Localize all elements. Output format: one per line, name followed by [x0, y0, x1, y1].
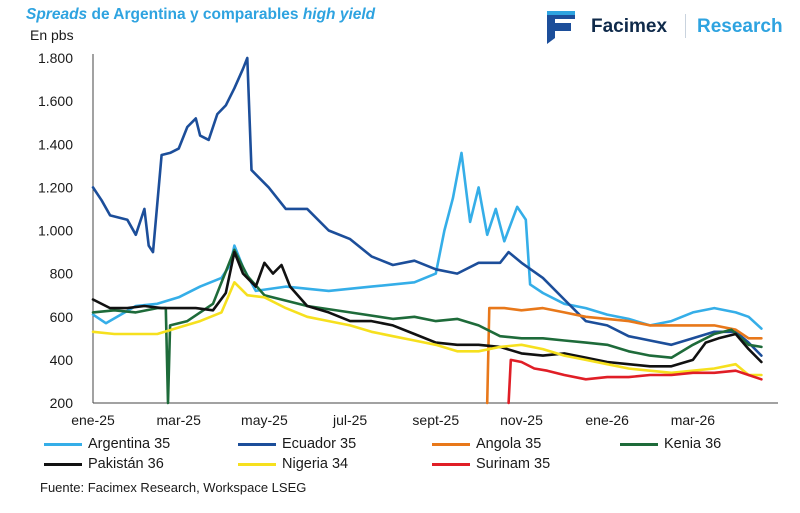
legend-angola-35: Angola 35: [432, 436, 541, 452]
legend-label: Angola 35: [476, 436, 542, 452]
x-tick-label: may-25: [241, 412, 288, 428]
research-label: Research: [697, 16, 783, 37]
y-tick-label: 200: [50, 395, 74, 411]
legend-pakistan-36: Pakistán 36: [44, 456, 164, 472]
y-tick-label: 1.000: [38, 223, 73, 239]
legend-label: Argentina 35: [88, 436, 171, 452]
chart-legend: Argentina 35 Ecuador 35 Angola 35 Kenia …: [40, 436, 790, 476]
legend-swatch: [44, 442, 82, 446]
legend-swatch: [238, 442, 276, 446]
source-note: Fuente: Facimex Research, Workspace LSEG: [40, 480, 307, 495]
x-tick-label: jul-25: [332, 412, 367, 428]
chart-series: [91, 56, 763, 405]
brand-name: Facimex: [591, 16, 668, 37]
legend-argentina-35: Argentina 35: [44, 436, 170, 452]
series-line-nigeria-34: [91, 281, 763, 377]
y-tick-label: 800: [50, 266, 74, 282]
series-line-argentina-35: [91, 151, 763, 330]
legend-swatch: [432, 462, 470, 466]
facimex-logo: Facimex Research: [545, 6, 795, 48]
legend-kenia-36: Kenia 36: [620, 436, 721, 452]
y-unit-label: En pbs: [30, 27, 74, 43]
title-spreads: Spreads: [26, 6, 88, 23]
series-line-surinam-35: [507, 358, 763, 405]
legend-swatch: [44, 462, 82, 466]
legend-label: Nigeria 34: [282, 456, 349, 472]
facimex-logo-icon: [547, 11, 575, 44]
title-high-yield: high yield: [302, 6, 376, 23]
legend-ecuador-35: Ecuador 35: [238, 436, 356, 452]
x-tick-label: mar-25: [157, 412, 202, 428]
legend-surinam-35: Surinam 35: [432, 456, 550, 472]
legend-swatch: [620, 442, 658, 446]
y-tick-label: 1.400: [38, 136, 73, 152]
y-tick-label: 1.200: [38, 179, 73, 195]
legend-swatch: [432, 442, 470, 446]
series-line-pakist-n-36: [91, 250, 763, 368]
legend-nigeria-34: Nigeria 34: [238, 456, 348, 472]
legend-label: Kenia 36: [664, 436, 722, 452]
legend-swatch: [238, 462, 276, 466]
series-line-kenia-36: [91, 248, 763, 405]
series-line-ecuador-35: [91, 56, 763, 357]
x-tick-label: ene-25: [71, 412, 115, 428]
chart-axes: 200 400 600 800 1.000 1.200 1.400 1.600 1.800 ene…: [38, 50, 778, 428]
title-middle: de Argentina y comparables: [87, 6, 303, 23]
x-tick-label: ene-26: [585, 412, 629, 428]
x-tick-label: mar-26: [671, 412, 716, 428]
logo-divider: [685, 14, 686, 38]
chart-title: Spreads de Argentina y comparables high …: [26, 6, 375, 24]
series-line-angola-35: [485, 306, 763, 405]
x-tick-label: nov-25: [500, 412, 543, 428]
legend-label: Surinam 35: [476, 456, 551, 472]
y-tick-label: 1.600: [38, 93, 73, 109]
x-tick-label: sept-25: [412, 412, 459, 428]
y-tick-label: 400: [50, 352, 74, 368]
legend-label: Ecuador 35: [282, 436, 357, 452]
legend-label: Pakistán 36: [88, 456, 164, 472]
y-tick-label: 1.800: [38, 50, 73, 66]
spreads-line-chart: 200 400 600 800 1.000 1.200 1.400 1.600 1.800 ene…: [38, 50, 778, 428]
y-tick-label: 600: [50, 309, 74, 325]
